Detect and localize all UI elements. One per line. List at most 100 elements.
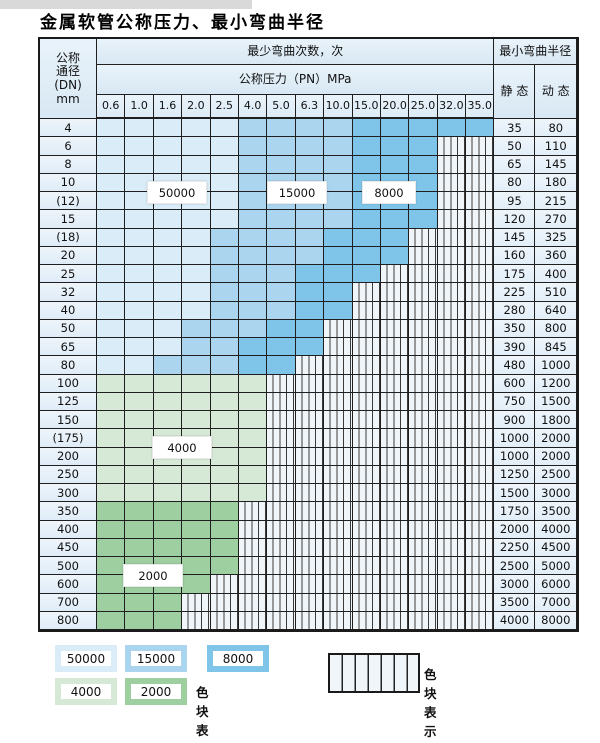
no-spec-striped-cell: [466, 520, 495, 539]
spec-cell-blue_dark: [267, 356, 296, 375]
spec-cell-green_light: [97, 411, 126, 430]
no-spec-striped-cell: [466, 228, 495, 247]
no-spec-striped-cell: [352, 338, 381, 357]
spec-cell-green_mid: [182, 520, 211, 539]
dynamic-radius-value: 800: [535, 319, 578, 338]
no-spec-striped-cell: [324, 502, 353, 521]
spec-cell-green_light: [125, 447, 154, 466]
no-spec-striped-cell: [380, 484, 410, 503]
spec-cell-green_mid: [210, 557, 239, 576]
no-spec-striped-cell: [380, 575, 410, 594]
no-spec-striped-cell: [267, 611, 296, 630]
header-static: 静 态: [494, 65, 536, 119]
spec-cell-green_light: [125, 465, 154, 484]
dn-label-600: 600: [40, 575, 97, 594]
no-spec-striped-cell: [238, 520, 268, 539]
spec-cell-blue_dark: [409, 119, 438, 138]
no-spec-striped-cell: [295, 411, 325, 430]
no-spec-striped-cell: [182, 611, 211, 630]
spec-cell-green_light: [125, 411, 154, 430]
dynamic-radius-value: 360: [535, 246, 578, 265]
pressure-tick-1.6: 1.6: [153, 95, 183, 119]
spec-cell-blue_dark: [409, 137, 438, 156]
no-spec-striped-cell: [437, 411, 467, 430]
spec-cell-green_mid: [97, 593, 126, 612]
no-spec-striped-cell: [409, 246, 438, 265]
spec-cell-blue_mid: [210, 338, 239, 357]
no-spec-striped-cell: [437, 447, 467, 466]
no-spec-striped-cell: [352, 538, 381, 557]
spec-cell-green_mid: [210, 502, 239, 521]
no-spec-striped-cell: [466, 447, 495, 466]
spec-cell-blue_light: [210, 155, 239, 174]
spec-cell-blue_light: [153, 319, 183, 338]
spec-cell-blue_dark: [409, 155, 438, 174]
spec-cell-blue_light: [153, 301, 183, 320]
no-spec-striped-cell: [324, 575, 353, 594]
no-spec-striped-cell: [295, 593, 325, 612]
static-radius-value: 750: [494, 392, 536, 411]
no-spec-striped-cell: [409, 283, 438, 302]
spec-cell-blue_light: [97, 338, 126, 357]
no-spec-striped-cell: [437, 192, 467, 211]
spec-cell-blue_mid: [182, 319, 211, 338]
spec-cell-blue_mid: [267, 246, 296, 265]
dynamic-radius-value: 215: [535, 192, 578, 211]
spec-cell-blue_light: [97, 283, 126, 302]
no-spec-striped-cell: [238, 557, 268, 576]
no-spec-striped-cell: [267, 557, 296, 576]
page-title: 金属软管公称压力、最小弯曲半径: [40, 13, 325, 33]
no-spec-striped-cell: [267, 593, 296, 612]
spec-cell-blue_light: [97, 192, 126, 211]
no-spec-striped-cell: [324, 611, 353, 630]
no-spec-striped-cell: [380, 265, 410, 284]
spec-cell-blue_mid: [210, 265, 239, 284]
legend-no-spec-swatch: [328, 653, 420, 693]
no-spec-striped-cell: [409, 265, 438, 284]
dn-label-15: 15: [40, 210, 97, 229]
dn-label-(12): (12): [40, 192, 97, 211]
static-radius-value: 4000: [494, 611, 536, 630]
static-radius-value: 120: [494, 210, 536, 229]
dynamic-radius-value: 7000: [535, 593, 578, 612]
static-radius-value: 80: [494, 173, 536, 192]
dynamic-radius-value: 3000: [535, 484, 578, 503]
dynamic-radius-value: 400: [535, 265, 578, 284]
no-spec-striped-cell: [380, 392, 410, 411]
spec-cell-blue_dark: [352, 228, 381, 247]
dynamic-radius-value: 2000: [535, 447, 578, 466]
static-radius-value: 2000: [494, 520, 536, 539]
spec-cell-blue_light: [153, 338, 183, 357]
no-spec-striped-cell: [409, 301, 438, 320]
no-spec-striped-cell: [437, 557, 467, 576]
spec-cell-blue_dark: [352, 137, 381, 156]
static-radius-value: 2500: [494, 557, 536, 576]
static-radius-value: 175: [494, 265, 536, 284]
no-spec-striped-cell: [267, 392, 296, 411]
no-spec-striped-cell: [466, 593, 495, 612]
spec-cell-blue_mid: [295, 246, 325, 265]
spec-cell-blue_dark: [352, 119, 381, 138]
pressure-tick-20.0: 20.0: [380, 95, 410, 119]
dynamic-radius-value: 8000: [535, 611, 578, 630]
spec-cell-green_light: [238, 447, 268, 466]
spec-cell-green_mid: [153, 611, 183, 630]
spec-cell-blue_light: [210, 119, 239, 138]
no-spec-striped-cell: [437, 575, 467, 594]
no-spec-striped-cell: [352, 520, 381, 539]
spec-cell-blue_mid: [210, 283, 239, 302]
spec-cell-green_mid: [97, 611, 126, 630]
header-dn: 公称 通径 (DN) mm: [40, 39, 97, 119]
no-spec-striped-cell: [352, 611, 381, 630]
no-spec-striped-cell: [380, 338, 410, 357]
spec-cell-blue_mid: [295, 228, 325, 247]
dn-label-700: 700: [40, 593, 97, 612]
no-spec-striped-cell: [295, 356, 325, 375]
no-spec-striped-cell: [267, 465, 296, 484]
no-spec-striped-cell: [466, 356, 495, 375]
no-spec-striped-cell: [437, 137, 467, 156]
no-spec-striped-cell: [466, 411, 495, 430]
no-spec-striped-cell: [409, 611, 438, 630]
no-spec-striped-cell: [409, 484, 438, 503]
